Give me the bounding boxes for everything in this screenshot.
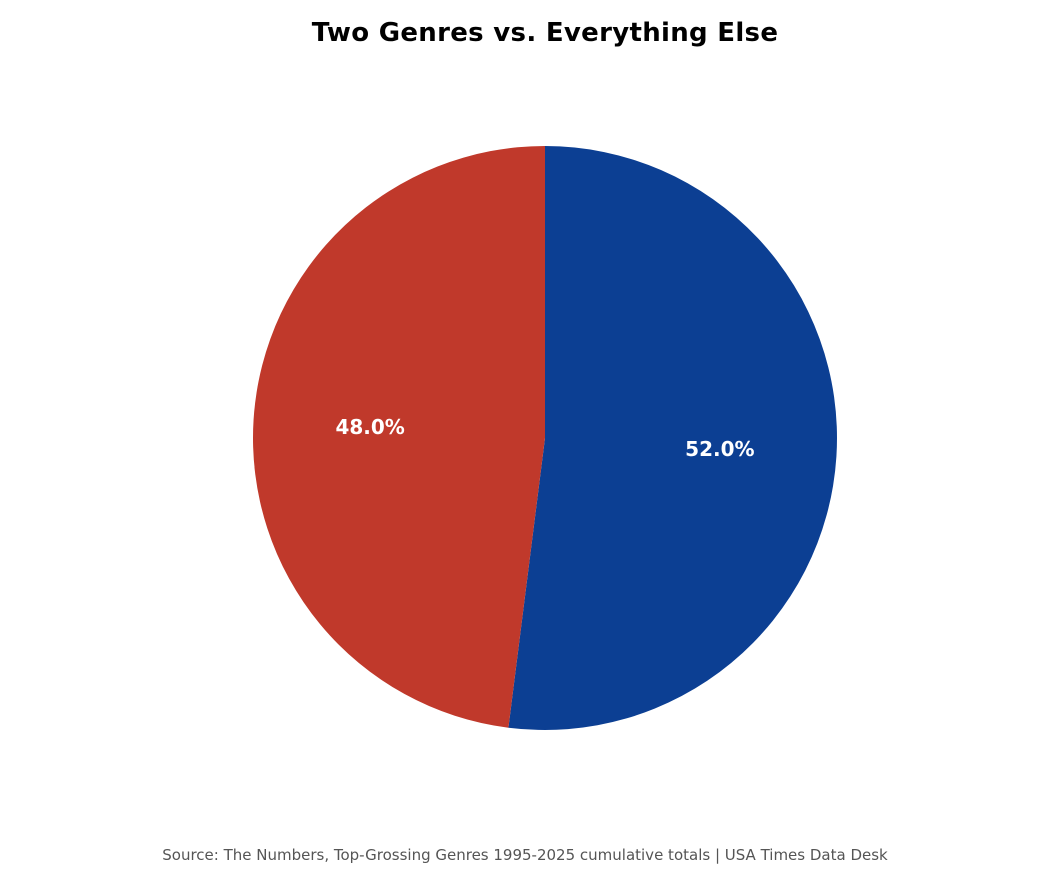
pie-labels: 52.0% 48.0% bbox=[335, 415, 754, 461]
pie-slice-label-0: 52.0% bbox=[685, 437, 754, 461]
chart-title: Two Genres vs. Everything Else bbox=[311, 18, 779, 48]
pie-slice-0 bbox=[508, 146, 837, 730]
pie-slice-label-1: 48.0% bbox=[335, 415, 404, 439]
pie-slice-1 bbox=[252, 146, 546, 728]
pie-slices bbox=[252, 146, 837, 730]
source-note: Source: The Numbers, Top-Grossing Genres… bbox=[162, 846, 888, 864]
